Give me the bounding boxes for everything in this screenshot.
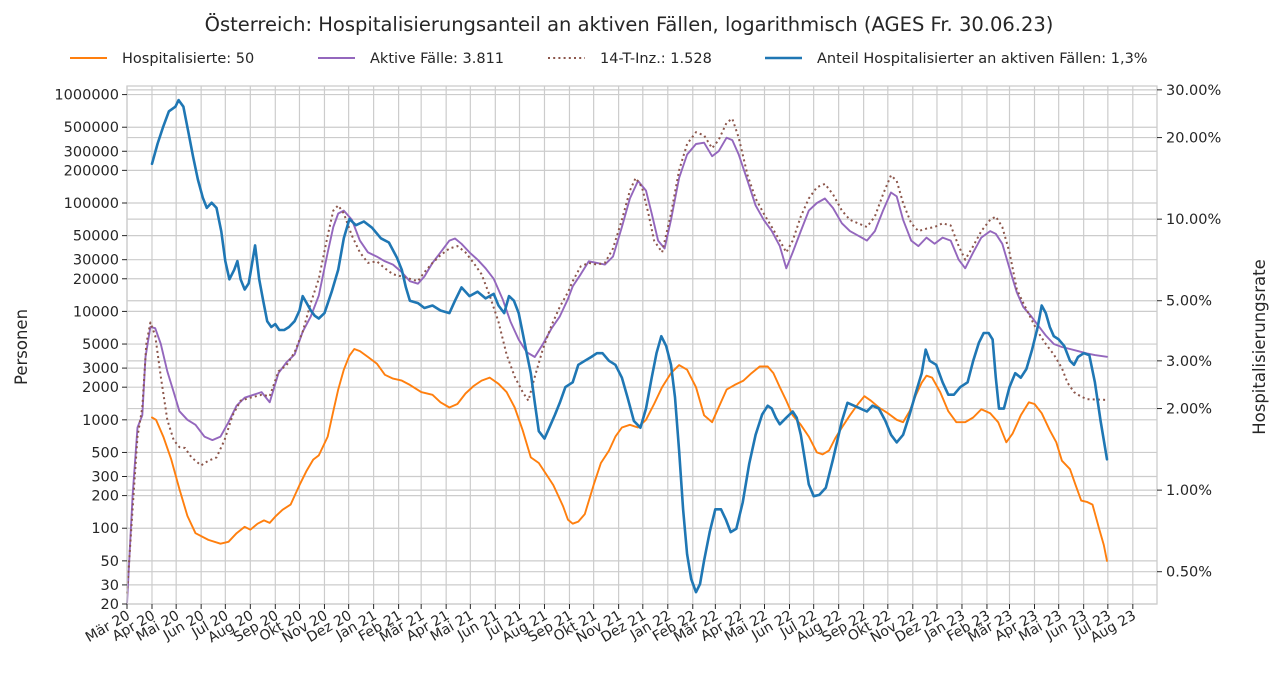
- series-line-1: [151, 348, 1108, 562]
- y-tick-label: 30: [101, 578, 119, 594]
- y-tick-label: 500000: [64, 120, 119, 136]
- legend-label: Anteil Hospitalisierter an aktiven Fälle…: [817, 51, 1148, 67]
- legend-label: Aktive Fälle: 3.811: [370, 51, 504, 67]
- y-tick-label-right: 5.00%: [1166, 294, 1212, 310]
- y-tick-label-right: 20.00%: [1166, 131, 1221, 147]
- y-tick-label: 300000: [64, 144, 119, 160]
- series-line-3: [126, 117, 1108, 594]
- chart-title: Österreich: Hospitalisierungsanteil an a…: [205, 13, 1054, 36]
- y-tick-label: 30000: [73, 253, 119, 269]
- y-axis-label-right: Hospitalisierungsrate: [1250, 259, 1269, 435]
- legend: Hospitalisierte: 50 Aktive Fälle: 3.811 14…: [70, 51, 1148, 67]
- y-tick-label: 100000: [64, 196, 119, 212]
- y-tick-label-right: 1.00%: [1166, 483, 1212, 499]
- y-tick-label: 3000: [82, 361, 119, 377]
- y-tick-label-right: 3.00%: [1166, 354, 1212, 370]
- grid: [126, 86, 1157, 605]
- y-tick-label: 5000: [82, 337, 119, 353]
- y-tick-label-right: 0.50%: [1166, 565, 1212, 581]
- y-tick-label: 20: [101, 597, 119, 613]
- plot-area: [126, 98, 1109, 605]
- legend-label: Hospitalisierte: 50: [122, 51, 254, 67]
- y-tick-label: 50: [101, 554, 119, 570]
- y-tick-label: 100: [91, 521, 119, 537]
- y-tick-label: 1000000: [54, 88, 119, 104]
- y-axis-label-left: Personen: [12, 309, 31, 385]
- y-tick-label-right: 10.00%: [1166, 212, 1221, 228]
- legend-label: 14-T-Inz.: 1.528: [600, 51, 712, 67]
- series-line-4: [150, 98, 1109, 594]
- axes: 1000000500000300000200000100000500003000…: [54, 83, 1221, 646]
- y-tick-label-right: 2.00%: [1166, 402, 1212, 418]
- y-tick-label: 300: [91, 469, 119, 485]
- y-tick-label-right: 30.00%: [1166, 83, 1221, 99]
- y-tick-label: 1000: [82, 413, 119, 429]
- y-tick-label: 500: [91, 445, 119, 461]
- y-tick-label: 10000: [73, 304, 119, 320]
- y-tick-label: 200000: [64, 163, 119, 179]
- y-tick-label: 20000: [73, 272, 119, 288]
- y-tick-label: 2000: [82, 380, 119, 396]
- y-tick-label: 200: [91, 489, 119, 505]
- series-line-2: [126, 136, 1108, 605]
- y-tick-label: 50000: [73, 229, 119, 245]
- plot-frame: [126, 85, 1158, 605]
